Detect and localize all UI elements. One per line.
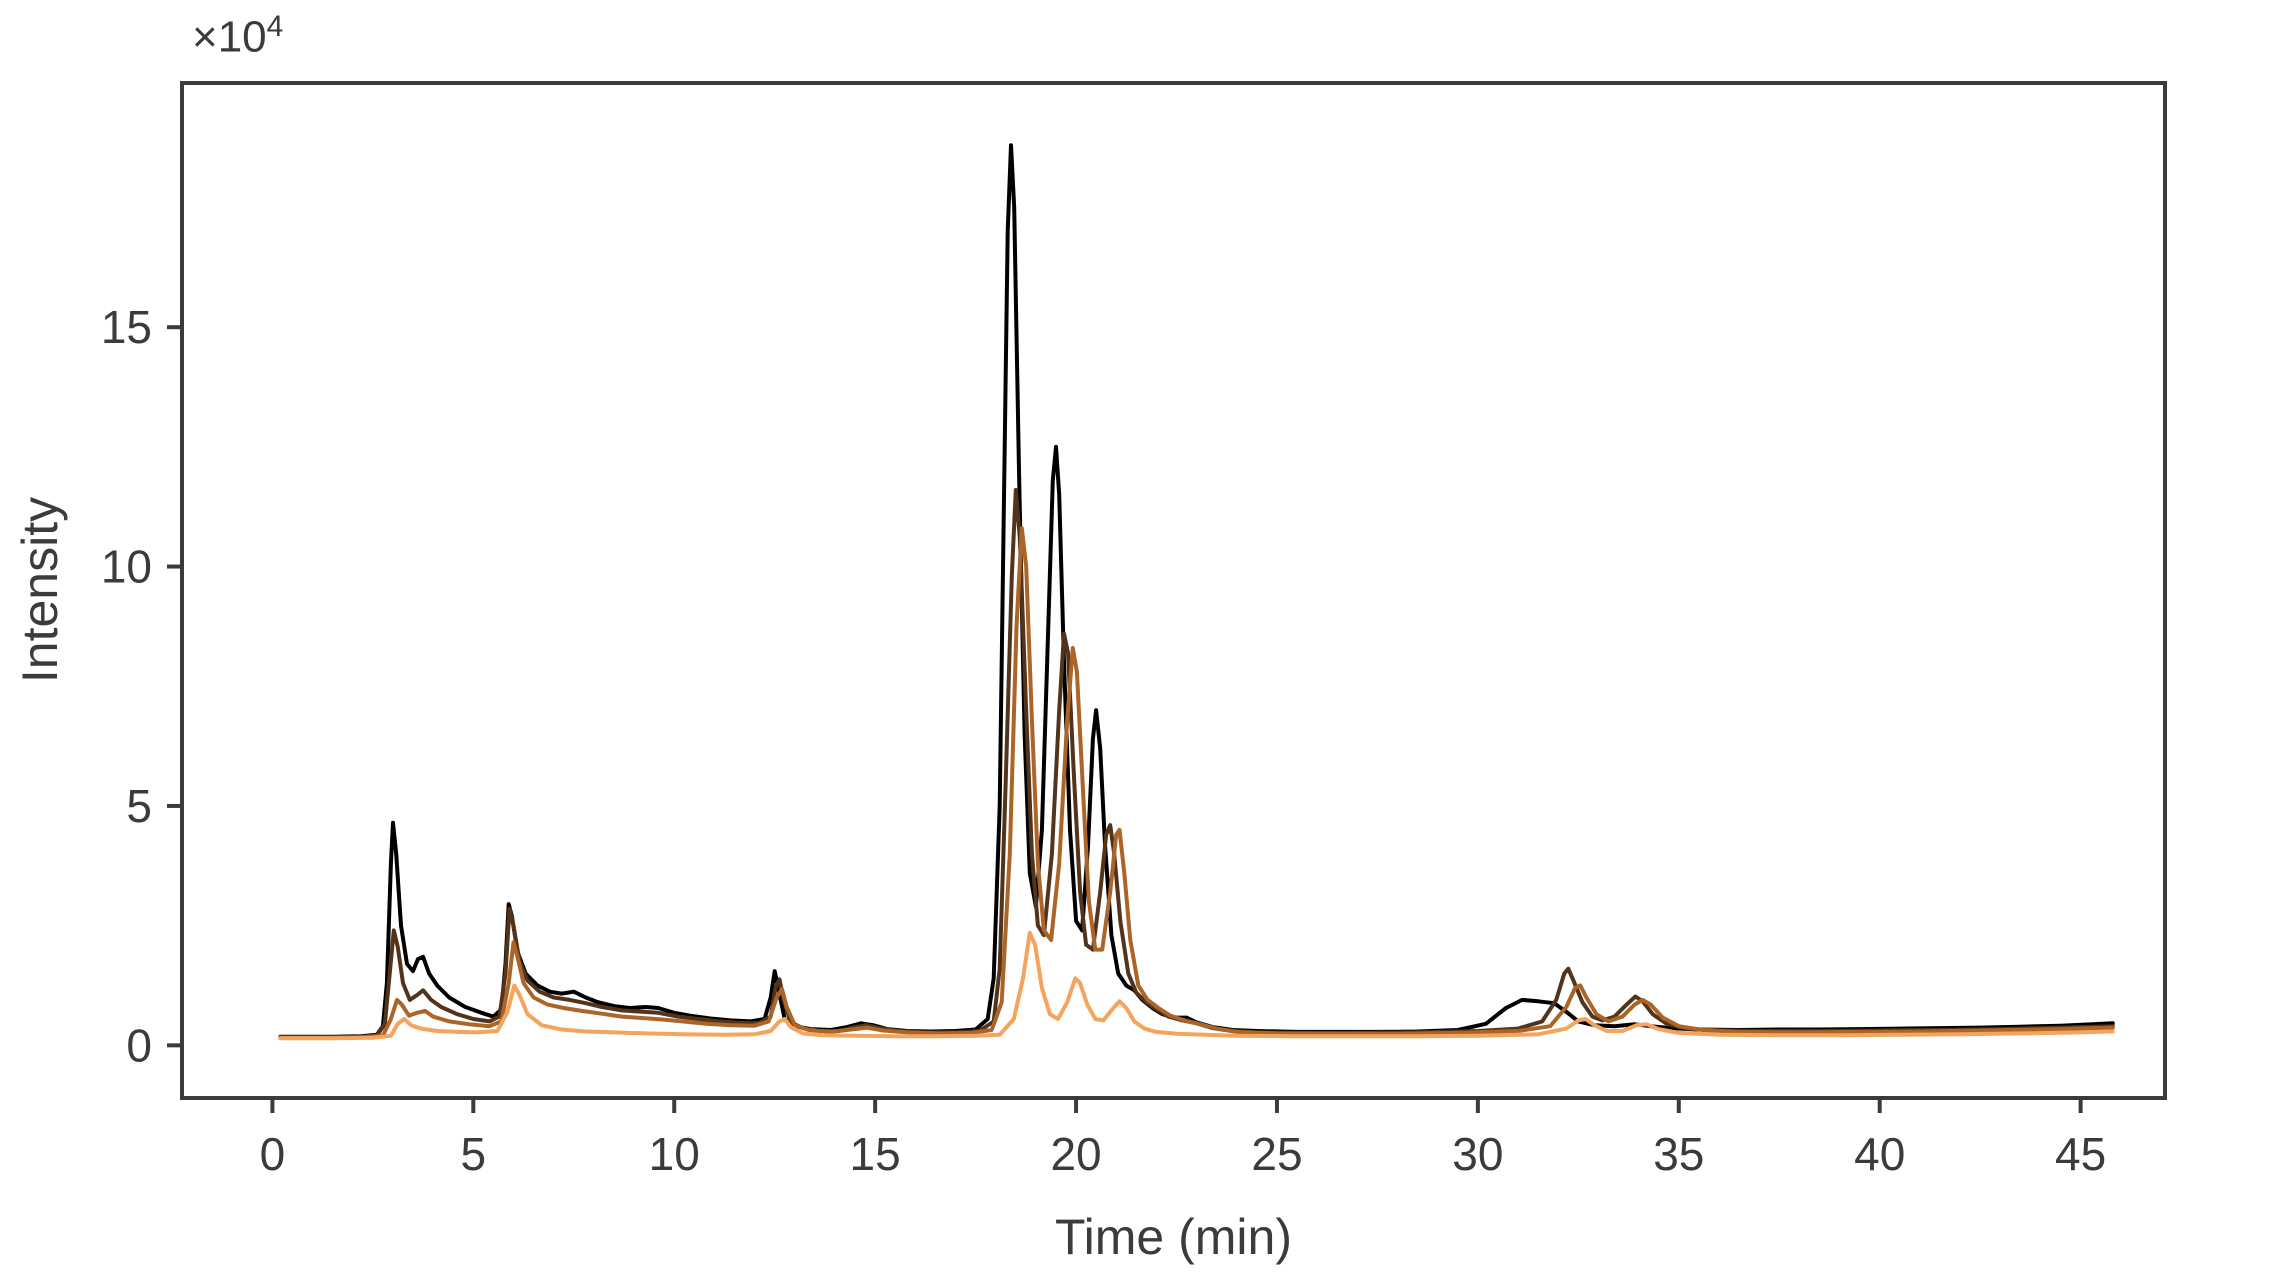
x-tick-label: 20 xyxy=(1050,1128,1101,1180)
y-tick-label: 15 xyxy=(101,301,152,353)
series-trace-black xyxy=(278,143,2115,1039)
plot-border xyxy=(180,81,2167,1100)
x-tick-label: 5 xyxy=(461,1128,487,1180)
x-tick-label: 30 xyxy=(1452,1128,1503,1180)
x-tick-label: 15 xyxy=(850,1128,901,1180)
x-tick-label: 25 xyxy=(1251,1128,1302,1180)
y-tick-label: 10 xyxy=(101,541,152,593)
x-tick-label: 0 xyxy=(260,1128,286,1180)
x-tick-label: 45 xyxy=(2055,1128,2106,1180)
y-tick-label: 5 xyxy=(126,780,152,832)
x-axis-ticks: 0 5 10 15 20 25 30 35 40 45 xyxy=(260,1098,2106,1180)
x-tick-label: 40 xyxy=(1854,1128,1905,1180)
series-trace-dark-brown xyxy=(278,488,2115,1040)
offset-exponent: 4 xyxy=(266,10,284,43)
y-axis-ticks: 0 5 10 15 xyxy=(101,301,182,1071)
series-trace-copper xyxy=(278,526,2115,1040)
x-tick-label: 10 xyxy=(649,1128,700,1180)
y-tick-label: 0 xyxy=(126,1019,152,1071)
series-trace-light-orange xyxy=(278,930,2115,1041)
x-axis-label: Time (min) xyxy=(1054,1209,1292,1265)
y-axis-offset-label: ×104 xyxy=(192,10,283,63)
x-tick-label: 35 xyxy=(1653,1128,1704,1180)
offset-base: ×10 xyxy=(192,12,267,62)
y-axis-label: Intensity xyxy=(12,496,68,684)
series-group xyxy=(278,143,2115,1041)
